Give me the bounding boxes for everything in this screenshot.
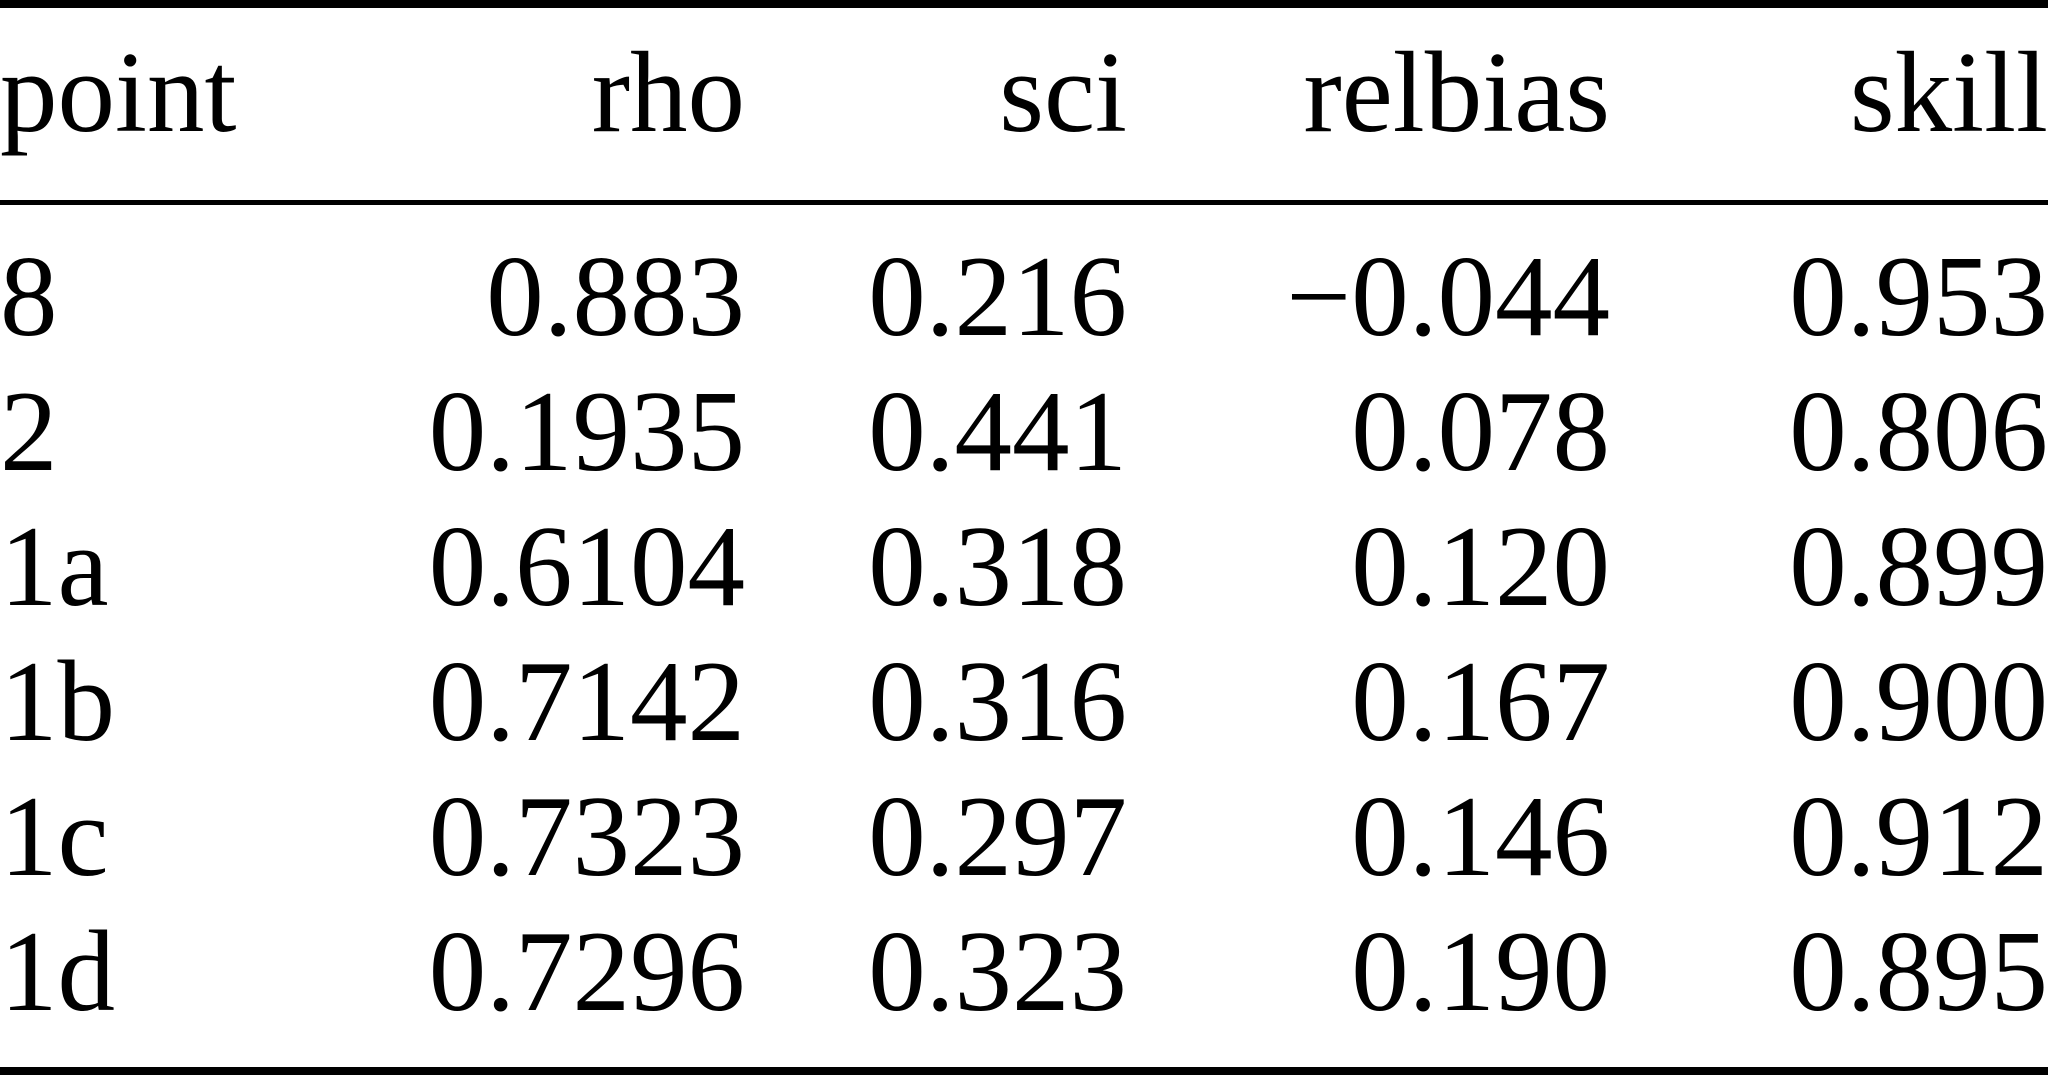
- table-row: 1d 0.7296 0.323 0.190 0.895: [0, 904, 2048, 1039]
- cell-relbias: 0.146: [1351, 772, 1610, 900]
- cell-skill: 0.806: [1789, 367, 2048, 495]
- cell-sci: 0.316: [868, 637, 1127, 765]
- cell-point: 1c: [0, 772, 109, 900]
- cell-sci: 0.297: [868, 772, 1127, 900]
- column-header-rho: rho: [380, 8, 745, 205]
- cell-rho: 0.7323: [428, 772, 745, 900]
- cell-skill: 0.899: [1789, 502, 2048, 630]
- cell-point: 1b: [0, 637, 115, 765]
- table-body: 8 0.883 0.216 −0.044 0.953 2 0.1935 0.44…: [0, 202, 2048, 1039]
- cell-relbias: 0.190: [1351, 907, 1610, 1035]
- table-row: 1c 0.7323 0.297 0.146 0.912: [0, 769, 2048, 904]
- table-header: point rho sci relbias skill: [0, 8, 2048, 205]
- column-header-sci: sci: [745, 8, 1127, 205]
- cell-sci: 0.323: [868, 907, 1127, 1035]
- cell-relbias: 0.078: [1351, 367, 1610, 495]
- cell-relbias: −0.044: [1286, 232, 1610, 360]
- cell-point: 8: [0, 232, 58, 360]
- header-row: point rho sci relbias skill: [0, 8, 2048, 205]
- cell-skill: 0.912: [1789, 772, 2048, 900]
- cell-relbias: 0.167: [1351, 637, 1610, 765]
- column-header-point: point: [0, 8, 380, 205]
- cell-sci: 0.441: [868, 367, 1127, 495]
- cell-rho: 0.7296: [428, 907, 745, 1035]
- cell-sci: 0.216: [868, 232, 1127, 360]
- table-row: 1b 0.7142 0.316 0.167 0.900: [0, 634, 2048, 769]
- table-row: 8 0.883 0.216 −0.044 0.953: [0, 202, 2048, 364]
- cell-point: 1a: [0, 502, 109, 630]
- cell-rho: 0.7142: [428, 637, 745, 765]
- cell-rho: 0.883: [486, 232, 745, 360]
- cell-point: 1d: [0, 907, 115, 1035]
- cell-rho: 0.1935: [428, 367, 745, 495]
- cell-relbias: 0.120: [1351, 502, 1610, 630]
- results-table: point rho sci relbias skill 8 0.883 0.21…: [0, 8, 2048, 1039]
- cell-rho: 0.6104: [428, 502, 745, 630]
- cell-skill: 0.953: [1789, 232, 2048, 360]
- cell-skill: 0.900: [1789, 637, 2048, 765]
- cell-skill: 0.895: [1789, 907, 2048, 1035]
- table-row: 2 0.1935 0.441 0.078 0.806: [0, 364, 2048, 499]
- column-header-skill: skill: [1610, 8, 2048, 205]
- cell-sci: 0.318: [868, 502, 1127, 630]
- table-row: 1a 0.6104 0.318 0.120 0.899: [0, 499, 2048, 634]
- cell-point: 2: [0, 367, 58, 495]
- column-header-relbias: relbias: [1127, 8, 1610, 205]
